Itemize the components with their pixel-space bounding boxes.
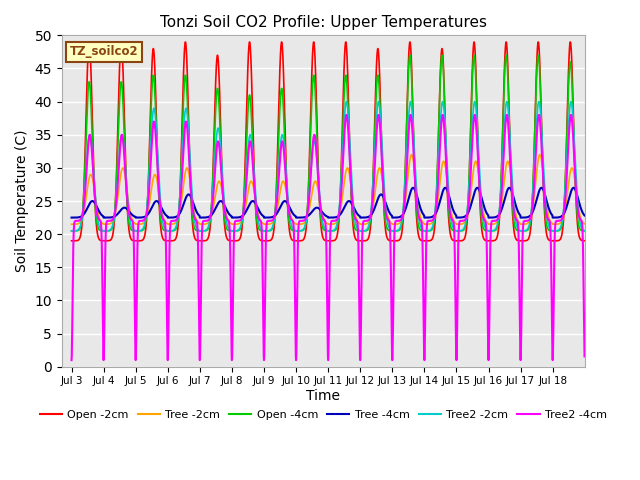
Open -4cm xyxy=(406,52,413,58)
Tree -2cm xyxy=(119,165,127,171)
Tree -4cm xyxy=(511,202,519,207)
Tree -4cm xyxy=(359,215,367,220)
Tree2 -4cm xyxy=(119,135,127,141)
Tree2 -2cm xyxy=(483,227,490,232)
Tree -2cm xyxy=(359,221,367,227)
Open -4cm xyxy=(230,228,237,234)
Tree2 -4cm xyxy=(580,354,588,360)
Tree2 -4cm xyxy=(511,216,519,221)
Tree2 -2cm xyxy=(511,218,519,224)
Tree2 -2cm xyxy=(292,228,300,234)
Open -4cm xyxy=(119,95,127,100)
Title: Tonzi Soil CO2 Profile: Upper Temperatures: Tonzi Soil CO2 Profile: Upper Temperatur… xyxy=(160,15,487,30)
Tree2 -4cm xyxy=(342,112,350,118)
Tree -2cm xyxy=(68,221,76,227)
Tree2 -2cm xyxy=(119,134,127,140)
Tree2 -2cm xyxy=(359,228,367,234)
Open -4cm xyxy=(580,228,588,234)
Open -2cm xyxy=(574,223,582,229)
Tree2 -2cm xyxy=(230,228,237,234)
Open -2cm xyxy=(580,238,588,244)
Tree2 -4cm xyxy=(483,234,490,240)
Tree2 -4cm xyxy=(68,357,76,363)
Open -4cm xyxy=(68,228,76,234)
Open -2cm xyxy=(196,238,204,244)
Line: Tree2 -4cm: Tree2 -4cm xyxy=(72,115,584,360)
Tree2 -4cm xyxy=(196,357,204,363)
Tree -2cm xyxy=(196,221,204,227)
X-axis label: Time: Time xyxy=(307,389,340,403)
Tree -4cm xyxy=(574,194,582,200)
Open -4cm xyxy=(228,228,236,234)
Tree -2cm xyxy=(230,221,237,227)
Open -2cm xyxy=(85,39,93,45)
Y-axis label: Soil Temperature (C): Soil Temperature (C) xyxy=(15,130,29,272)
Open -2cm xyxy=(68,238,76,244)
Tree -4cm xyxy=(119,205,127,211)
Tree -4cm xyxy=(68,215,76,220)
Tree -2cm xyxy=(511,210,519,216)
Line: Open -4cm: Open -4cm xyxy=(72,55,584,231)
Tree -2cm xyxy=(580,221,588,227)
Open -2cm xyxy=(511,235,519,241)
Tree -2cm xyxy=(408,152,415,157)
Tree2 -2cm xyxy=(68,228,76,234)
Open -2cm xyxy=(230,238,237,244)
Line: Tree2 -2cm: Tree2 -2cm xyxy=(72,102,584,231)
Open -4cm xyxy=(511,226,519,231)
Tree2 -4cm xyxy=(574,206,582,212)
Tree2 -2cm xyxy=(574,199,582,205)
Tree -2cm xyxy=(574,199,582,205)
Tree -4cm xyxy=(580,213,588,218)
Open -2cm xyxy=(359,238,367,244)
Tree -4cm xyxy=(100,215,108,220)
Tree -4cm xyxy=(410,185,417,191)
Open -2cm xyxy=(119,66,127,72)
Tree -2cm xyxy=(483,219,490,225)
Tree2 -4cm xyxy=(230,243,237,249)
Line: Open -2cm: Open -2cm xyxy=(72,42,584,241)
Tree2 -4cm xyxy=(359,221,367,227)
Tree -4cm xyxy=(230,215,237,220)
Open -2cm xyxy=(483,238,490,243)
Tree2 -2cm xyxy=(580,228,588,233)
Text: TZ_soilco2: TZ_soilco2 xyxy=(70,45,138,58)
Tree2 -2cm xyxy=(342,99,350,105)
Open -4cm xyxy=(359,228,367,234)
Open -4cm xyxy=(483,228,490,234)
Line: Tree -2cm: Tree -2cm xyxy=(72,155,584,224)
Legend: Open -2cm, Tree -2cm, Open -4cm, Tree -4cm, Tree2 -2cm, Tree2 -4cm: Open -2cm, Tree -2cm, Open -4cm, Tree -4… xyxy=(35,405,612,424)
Line: Tree -4cm: Tree -4cm xyxy=(72,188,584,217)
Tree -4cm xyxy=(483,210,490,216)
Open -4cm xyxy=(574,216,582,221)
